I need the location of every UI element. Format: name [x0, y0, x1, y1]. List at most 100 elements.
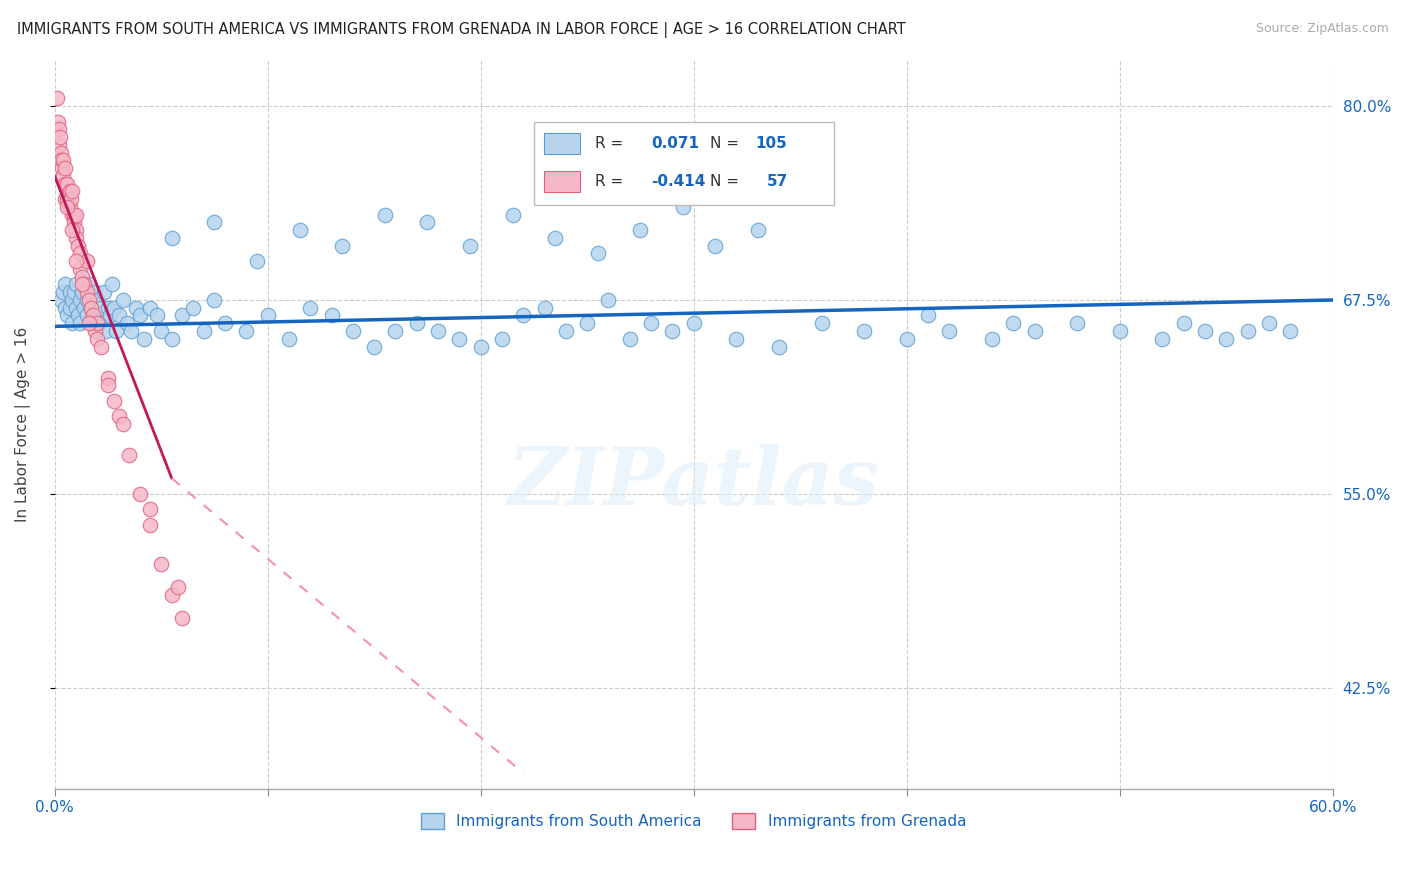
Point: [725, 332, 748, 346]
Point: [73, 277, 96, 292]
Point: [661, 324, 683, 338]
Point: [86, 332, 108, 346]
Point: [1215, 332, 1237, 346]
Point: [103, 393, 125, 408]
Point: [172, 309, 194, 323]
Point: [586, 246, 609, 260]
Point: [278, 332, 301, 346]
Point: [84, 324, 107, 338]
Point: [1236, 324, 1258, 338]
Point: [72, 285, 94, 300]
Point: [48, 137, 70, 152]
Point: [52, 285, 75, 300]
Point: [77, 277, 100, 292]
Point: [512, 309, 534, 323]
Point: [94, 324, 117, 338]
Point: [288, 223, 311, 237]
Point: [72, 269, 94, 284]
Point: [1152, 332, 1174, 346]
Point: [619, 332, 641, 346]
Point: [172, 611, 194, 625]
Point: [118, 448, 141, 462]
Point: [1194, 324, 1216, 338]
Point: [120, 324, 142, 338]
Point: [97, 301, 120, 315]
Point: [52, 169, 75, 183]
Point: [60, 293, 83, 307]
Point: [49, 293, 72, 307]
Point: [67, 238, 90, 252]
Point: [427, 324, 450, 338]
Point: [105, 324, 128, 338]
Point: [53, 301, 76, 315]
Point: [97, 378, 120, 392]
Point: [246, 254, 269, 268]
Point: [128, 487, 150, 501]
Point: [65, 223, 87, 237]
Legend: Immigrants from South America, Immigrants from Grenada: Immigrants from South America, Immigrant…: [415, 807, 972, 836]
Point: [45, 91, 67, 105]
Point: [65, 254, 87, 268]
Point: [52, 153, 75, 168]
Point: [65, 231, 87, 245]
Point: [58, 285, 80, 300]
Point: [1108, 324, 1130, 338]
Point: [56, 309, 79, 323]
Text: 105: 105: [755, 136, 787, 151]
Point: [111, 417, 134, 431]
Text: -0.414: -0.414: [651, 174, 706, 189]
Point: [1002, 316, 1025, 330]
Point: [458, 238, 481, 252]
Point: [1173, 316, 1195, 330]
Point: [58, 301, 80, 315]
Point: [768, 339, 790, 353]
Point: [146, 309, 169, 323]
Point: [896, 332, 918, 346]
Point: [56, 177, 79, 191]
Point: [86, 293, 108, 307]
Point: [60, 208, 83, 222]
Point: [115, 316, 138, 330]
Point: [60, 185, 83, 199]
Point: [111, 293, 134, 307]
Point: [747, 223, 769, 237]
Text: IMMIGRANTS FROM SOUTH AMERICA VS IMMIGRANTS FROM GRENADA IN LABOR FORCE | AGE > : IMMIGRANTS FROM SOUTH AMERICA VS IMMIGRA…: [17, 22, 905, 38]
Point: [470, 339, 492, 353]
Point: [554, 324, 576, 338]
Point: [46, 114, 69, 128]
Point: [58, 200, 80, 214]
Point: [82, 309, 104, 323]
Point: [51, 161, 73, 176]
Point: [86, 316, 108, 330]
Point: [1066, 316, 1088, 330]
Point: [65, 208, 87, 222]
Point: [363, 339, 385, 353]
Point: [80, 301, 103, 315]
FancyBboxPatch shape: [544, 171, 579, 192]
Point: [193, 324, 215, 338]
Point: [672, 200, 695, 214]
Point: [76, 254, 98, 268]
Text: 0.071: 0.071: [651, 136, 700, 151]
Point: [576, 316, 599, 330]
Point: [384, 324, 406, 338]
FancyBboxPatch shape: [544, 133, 579, 153]
Point: [598, 293, 620, 307]
Point: [56, 200, 79, 214]
Point: [89, 316, 111, 330]
Point: [235, 324, 257, 338]
Point: [449, 332, 471, 346]
Point: [321, 309, 343, 323]
Point: [139, 502, 162, 516]
Point: [82, 309, 104, 323]
Point: [62, 208, 84, 222]
Point: [59, 192, 82, 206]
Text: R =: R =: [595, 174, 628, 189]
Point: [810, 316, 832, 330]
Point: [69, 246, 91, 260]
Point: [160, 231, 183, 245]
Point: [69, 293, 91, 307]
Point: [93, 285, 115, 300]
Text: ZIPatlas: ZIPatlas: [508, 443, 880, 521]
Point: [69, 316, 91, 330]
